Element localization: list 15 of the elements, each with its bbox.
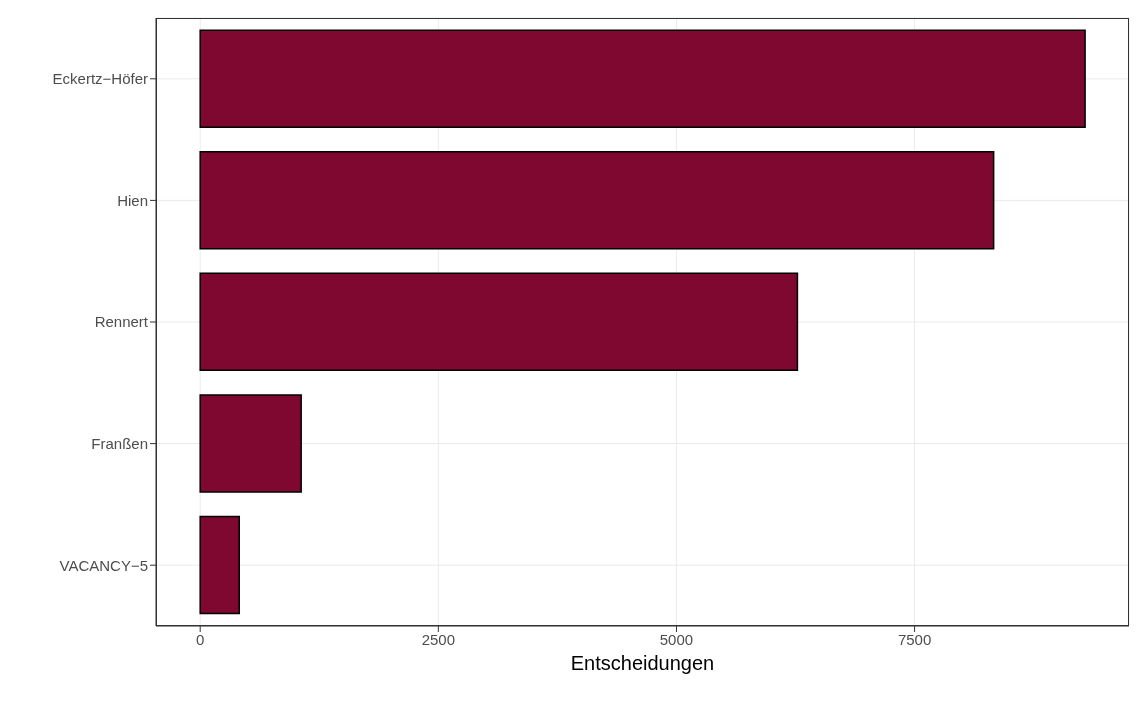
y-tick-label: Rennert — [94, 313, 149, 331]
bar — [199, 515, 240, 615]
x-tick-label: 5000 — [659, 630, 694, 648]
x-tick-label: 0 — [196, 630, 205, 648]
bar — [199, 29, 1086, 128]
y-tick-label: Franßen — [91, 434, 148, 452]
y-tick-label: Eckertz−Höfer — [52, 70, 148, 88]
bar — [199, 272, 799, 372]
x-tick-label: 7500 — [897, 630, 932, 648]
bar — [199, 394, 302, 493]
y-tick-label: VACANCY−5 — [59, 556, 148, 574]
y-tick-label: Hien — [117, 191, 148, 209]
x-tick-label: 2500 — [421, 630, 456, 648]
bar — [199, 151, 995, 250]
x-axis-title: Entscheidungen — [570, 652, 715, 675]
